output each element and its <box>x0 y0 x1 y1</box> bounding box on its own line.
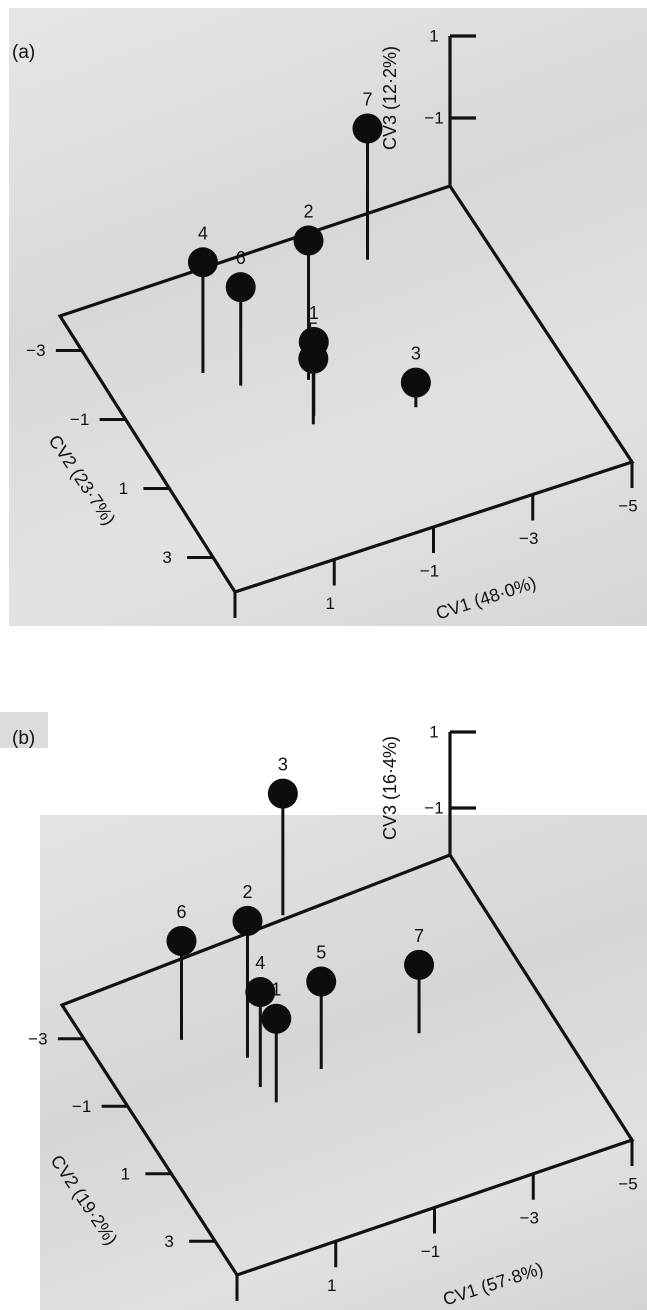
data-label: 6 <box>176 902 186 922</box>
data-point <box>232 905 263 936</box>
data-label: 7 <box>414 926 424 946</box>
data-point <box>245 976 276 1007</box>
data-point <box>306 966 337 997</box>
y-tick-label: 1 <box>121 1164 130 1183</box>
data-label: 7 <box>363 90 373 110</box>
data-label: 3 <box>411 344 421 364</box>
data-point <box>400 367 431 398</box>
data-label: 5 <box>308 320 318 340</box>
y-axis-label: CV2 (19·2%) <box>47 1151 122 1248</box>
data-label: 4 <box>255 953 265 973</box>
data-point <box>261 1003 292 1034</box>
x-tick-label: −3 <box>519 529 538 548</box>
data-label: 6 <box>236 248 246 268</box>
data-point <box>267 778 298 809</box>
z-tick-label: 1 <box>429 27 438 46</box>
data-point <box>352 113 383 144</box>
data-label: 1 <box>309 303 319 323</box>
x-axis-label: CV1 (57·8%) <box>440 1258 545 1309</box>
x-tick-label: 1 <box>326 594 335 613</box>
y-tick-label: 1 <box>119 479 128 498</box>
data-point <box>404 949 435 980</box>
chart-b-svg: 1 −1 CV3 (16·4%) −3 −1 1 3 CV2 (19·2%) 3 1 −1 −3 −5 C… <box>28 723 638 1310</box>
x-tick-label: 3 <box>226 627 235 631</box>
panel-label: (b) <box>12 728 36 749</box>
data-point <box>298 343 329 374</box>
data-label: 1 <box>271 980 281 1000</box>
y-tick-label: 3 <box>164 1232 173 1251</box>
x-tick-label: −1 <box>420 562 439 581</box>
z-tick-label: −1 <box>424 109 443 128</box>
data-label: 5 <box>316 943 326 963</box>
chart-panel-a: (a) 1 −1 CV3 (12·2%) −3 −1 1 3 CV2 (23·7%) 3 1 −1 −… <box>0 0 647 630</box>
z-tick-label: −1 <box>424 799 443 818</box>
z-tick-label: 1 <box>429 723 438 742</box>
x-tick-label: −3 <box>520 1208 539 1227</box>
paper-background <box>9 8 647 626</box>
data-point <box>187 247 218 278</box>
chart-panel-b: (b) 1 −1 CV3 (16·4%) −3 −1 1 3 CV2 (19·2%) 3 1 −1 −… <box>0 680 647 1310</box>
chart-a-svg: 1 −1 CV3 (12·2%) −3 −1 1 3 CV2 (23·7%) 3 1 −1 −3 −5 C… <box>26 27 638 631</box>
x-axis-label: CV1 (48·0%) <box>433 572 538 623</box>
y-tick-label: −1 <box>72 1097 91 1116</box>
x-tick-label: −5 <box>618 497 637 516</box>
data-point <box>166 926 197 957</box>
y-tick-label: −3 <box>26 341 45 360</box>
y-tick-label: −3 <box>28 1029 47 1048</box>
x-tick-label: 1 <box>327 1276 336 1295</box>
z-axis-label: CV3 (16·4%) <box>380 736 400 840</box>
floor-plane <box>59 853 635 1277</box>
floor-plane <box>57 184 635 594</box>
paper-background <box>0 712 48 748</box>
y-axis-label: CV2 (23·7%) <box>45 431 120 528</box>
x-tick-label: −1 <box>421 1242 440 1261</box>
data-point <box>293 225 324 256</box>
data-point <box>225 272 256 303</box>
z-axis-label: CV3 (12·2%) <box>380 46 400 150</box>
panel-label: (a) <box>12 42 36 63</box>
x-tick-label: −5 <box>618 1175 637 1194</box>
data-label: 2 <box>242 882 252 902</box>
data-label: 4 <box>198 223 208 243</box>
data-label: 2 <box>304 201 314 221</box>
y-tick-label: 3 <box>162 548 171 567</box>
data-label: 3 <box>278 755 288 775</box>
y-tick-label: −1 <box>70 410 89 429</box>
